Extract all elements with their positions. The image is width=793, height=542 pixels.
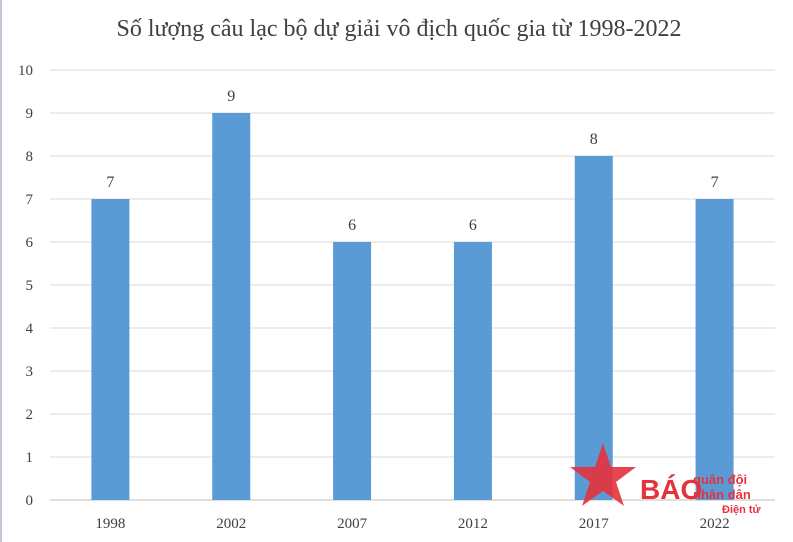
watermark-line3: Điện tử bbox=[722, 504, 761, 516]
data-label: 6 bbox=[348, 217, 356, 234]
y-tick-label: 9 bbox=[26, 106, 34, 122]
bar-2002 bbox=[212, 113, 251, 500]
data-labels: 7 9 6 6 8 7 bbox=[106, 88, 718, 234]
bars bbox=[91, 113, 734, 500]
data-label: 7 bbox=[106, 174, 114, 191]
y-tick-label: 7 bbox=[26, 192, 34, 208]
star-icon bbox=[570, 443, 636, 506]
x-axis-ticks: 1998 2002 2007 2012 2017 2022 bbox=[95, 516, 729, 532]
y-tick-label: 5 bbox=[26, 278, 34, 294]
y-tick-label: 2 bbox=[26, 407, 34, 423]
x-tick-label: 1998 bbox=[95, 516, 125, 532]
left-border bbox=[0, 0, 2, 542]
bar-2022 bbox=[695, 199, 734, 500]
x-tick-label: 2012 bbox=[458, 516, 488, 532]
x-tick-label: 2002 bbox=[216, 516, 246, 532]
data-label: 6 bbox=[469, 217, 477, 234]
chart-title: Số lượng câu lạc bộ dự giải vô địch quốc… bbox=[117, 16, 682, 42]
y-tick-label: 8 bbox=[26, 149, 34, 165]
bar-1998 bbox=[91, 199, 130, 500]
y-tick-label: 1 bbox=[26, 450, 34, 466]
x-tick-label: 2007 bbox=[337, 516, 368, 532]
bar-2007 bbox=[333, 242, 372, 500]
y-tick-label: 10 bbox=[18, 63, 33, 79]
watermark-line2: nhân dân bbox=[693, 487, 751, 502]
y-tick-label: 0 bbox=[26, 493, 34, 509]
watermark-line1: quân đội bbox=[693, 472, 747, 487]
bar-2012 bbox=[453, 242, 492, 500]
x-tick-label: 2022 bbox=[700, 516, 730, 532]
x-tick-label: 2017 bbox=[579, 516, 610, 532]
watermark-brand: BÁO bbox=[640, 474, 702, 505]
watermark-logo: BÁO quân đội nhân dân Điện tử bbox=[570, 443, 761, 516]
gridlines bbox=[50, 69, 775, 501]
data-label: 8 bbox=[590, 131, 598, 148]
bar-2017 bbox=[574, 156, 613, 500]
y-axis-ticks: 0 1 2 3 4 5 6 7 8 9 10 bbox=[18, 63, 34, 509]
y-tick-label: 3 bbox=[26, 364, 34, 380]
y-tick-label: 4 bbox=[26, 321, 34, 337]
data-label: 9 bbox=[227, 88, 235, 105]
data-label: 7 bbox=[711, 174, 719, 191]
y-tick-label: 6 bbox=[26, 235, 34, 251]
